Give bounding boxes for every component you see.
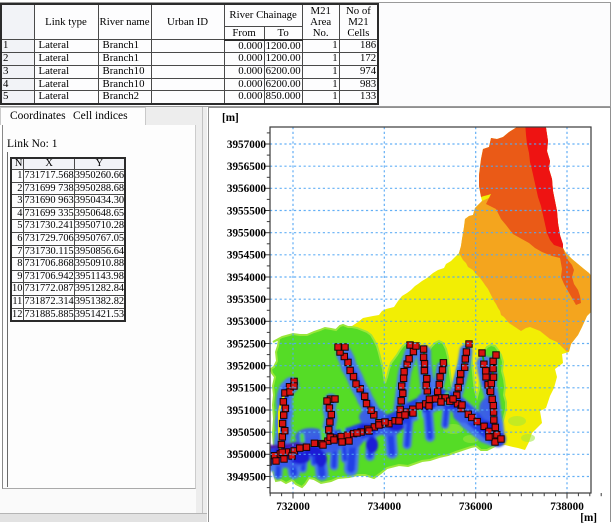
svg-text:3954000: 3954000 bbox=[227, 272, 267, 284]
svg-text:3956500: 3956500 bbox=[227, 161, 267, 173]
svg-text:732000: 732000 bbox=[276, 501, 310, 513]
svg-text:736000: 736000 bbox=[459, 501, 493, 513]
svg-text:3951500: 3951500 bbox=[227, 383, 267, 395]
svg-text:[m]: [m] bbox=[222, 112, 239, 124]
svg-text:3949500: 3949500 bbox=[227, 471, 267, 483]
svg-text:3953500: 3953500 bbox=[227, 294, 267, 306]
svg-text:738000: 738000 bbox=[550, 501, 584, 513]
svg-text:[m]: [m] bbox=[580, 512, 597, 523]
svg-text:3952000: 3952000 bbox=[227, 361, 267, 373]
svg-text:3955500: 3955500 bbox=[227, 205, 267, 217]
svg-text:3950000: 3950000 bbox=[227, 449, 267, 461]
svg-text:3957000: 3957000 bbox=[227, 139, 267, 151]
svg-text:3952500: 3952500 bbox=[227, 338, 267, 350]
svg-text:3951000: 3951000 bbox=[227, 405, 267, 417]
svg-text:3950500: 3950500 bbox=[227, 427, 267, 439]
svg-text:3954500: 3954500 bbox=[227, 250, 267, 262]
svg-text:3953000: 3953000 bbox=[227, 316, 267, 328]
svg-text:3955000: 3955000 bbox=[227, 228, 267, 240]
svg-text:734000: 734000 bbox=[368, 501, 402, 513]
svg-text:3956000: 3956000 bbox=[227, 183, 267, 195]
